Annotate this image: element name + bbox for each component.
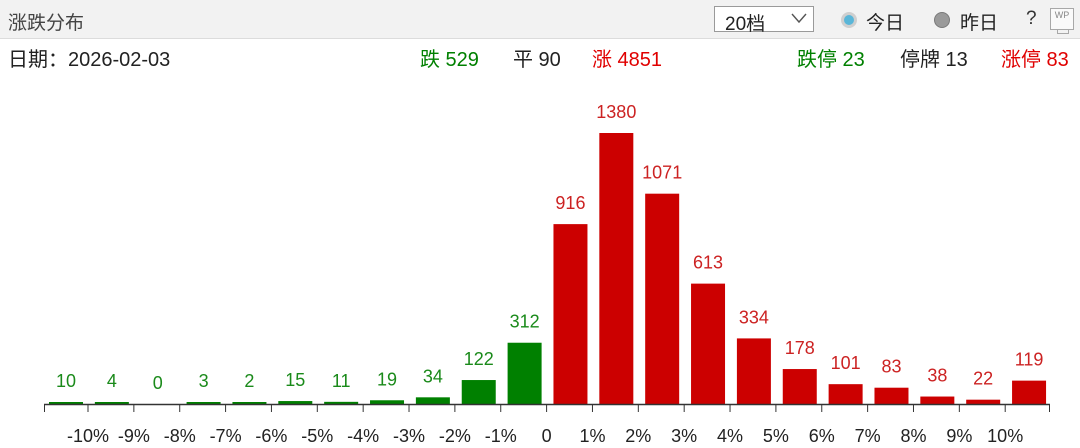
bar-value-label: 10 — [56, 371, 76, 391]
bar-value-label: 613 — [693, 253, 723, 273]
x-tick-label: -1% — [485, 426, 517, 446]
limit-down-count: 跌停 23 — [797, 49, 865, 71]
chart-bar — [691, 283, 726, 404]
bar-value-label: 38 — [927, 366, 947, 386]
limit-up-count: 涨停 83 — [1001, 49, 1069, 71]
chart-bar — [599, 133, 634, 404]
bar-value-label: 22 — [973, 369, 993, 389]
radio-today[interactable] — [841, 12, 857, 28]
x-tick-label: -8% — [164, 426, 196, 446]
x-tick-label: 10% — [987, 426, 1023, 446]
title-bar: 涨跌分布 20档 今日 昨日 ? WP — [0, 0, 1080, 39]
x-tick-label: -3% — [393, 426, 425, 446]
x-tick-label: -7% — [210, 426, 242, 446]
chart-bar — [645, 193, 680, 404]
chart-bar — [415, 397, 450, 404]
bar-value-label: 101 — [831, 353, 861, 373]
chart-bar — [94, 402, 129, 404]
bar-value-label: 11 — [332, 371, 351, 391]
wp-icon[interactable]: WP — [1050, 8, 1074, 34]
bar-value-label: 3 — [199, 371, 209, 391]
chart-bar — [920, 396, 955, 404]
down-count: 跌 529 — [420, 49, 479, 71]
chart-bar — [232, 402, 267, 404]
bar-value-label: 312 — [510, 312, 540, 332]
panel-title: 涨跌分布 — [8, 13, 85, 34]
x-tick-label: 8% — [900, 426, 926, 446]
chart-bar — [828, 384, 863, 404]
x-tick-label: 1% — [579, 426, 605, 446]
radio-today-label[interactable]: 今日 — [866, 13, 905, 34]
chart-bar — [370, 400, 405, 404]
help-icon[interactable]: ? — [1026, 8, 1037, 29]
x-tick-label: 5% — [763, 426, 789, 446]
chart-bar — [324, 401, 359, 404]
bar-value-label: 83 — [881, 357, 901, 377]
bar-value-label: 178 — [785, 338, 815, 358]
bar-value-label: 0 — [153, 373, 163, 393]
bar-value-label: 19 — [377, 369, 397, 389]
chart-bar — [186, 402, 221, 404]
wp-icon-label: WP — [1054, 10, 1070, 20]
suspended-count: 停牌 13 — [900, 49, 968, 71]
range-dropdown[interactable]: 20档 — [714, 6, 814, 35]
bar-value-label: 119 — [1015, 350, 1044, 370]
chart-bar — [736, 338, 771, 404]
x-tick-label: 9% — [946, 426, 972, 446]
x-tick-label: 6% — [809, 426, 835, 446]
stats-bar: 日期：2026-02-03 跌 529 平 90 涨 4851 跌停 23 停牌… — [0, 43, 1080, 71]
x-tick-label: -5% — [301, 426, 333, 446]
date-label: 日期：2026-02-03 — [8, 49, 171, 71]
x-tick-label: 3% — [671, 426, 697, 446]
x-tick-label: -6% — [255, 426, 287, 446]
x-tick-label: -9% — [118, 426, 150, 446]
bar-value-label: 1380 — [596, 102, 636, 122]
distribution-chart: 10 4 0 3 2 15 11 19 34 122 312 916 1380 1071 613 334 178… — [44, 102, 1050, 446]
bar-value-label: 15 — [285, 370, 305, 390]
x-tick-label: 4% — [717, 426, 743, 446]
x-tick-label: 7% — [855, 426, 881, 446]
chart-bar — [782, 369, 817, 404]
flat-count: 平 90 — [513, 49, 561, 71]
range-dropdown-value: 20档 — [725, 14, 766, 35]
bar-value-label: 916 — [555, 193, 585, 213]
chart-bar — [966, 399, 1001, 404]
bar-value-label: 122 — [464, 349, 494, 369]
chevron-down-icon — [791, 13, 807, 24]
x-tick-label: -4% — [347, 426, 379, 446]
x-tick-label: 0 — [542, 426, 552, 446]
up-count: 涨 4851 — [592, 49, 663, 71]
chart-bar — [1012, 380, 1047, 404]
bar-value-label: 4 — [107, 371, 117, 391]
chart-bar — [553, 224, 588, 404]
chart-bar — [278, 401, 313, 404]
x-tick-label: 2% — [625, 426, 651, 446]
chart-bar — [507, 342, 542, 404]
chart-bar — [874, 387, 909, 404]
chart-bar — [461, 380, 496, 404]
bar-value-label: 34 — [423, 366, 443, 386]
x-tick-label: -2% — [439, 426, 471, 446]
radio-yesterday[interactable] — [934, 12, 950, 28]
radio-yesterday-label[interactable]: 昨日 — [960, 13, 999, 34]
bar-value-label: 1071 — [642, 163, 682, 183]
bar-value-label: 2 — [244, 371, 254, 391]
x-tick-label: -10% — [67, 426, 109, 446]
bar-value-label: 334 — [739, 307, 769, 327]
chart-bar — [49, 402, 83, 404]
